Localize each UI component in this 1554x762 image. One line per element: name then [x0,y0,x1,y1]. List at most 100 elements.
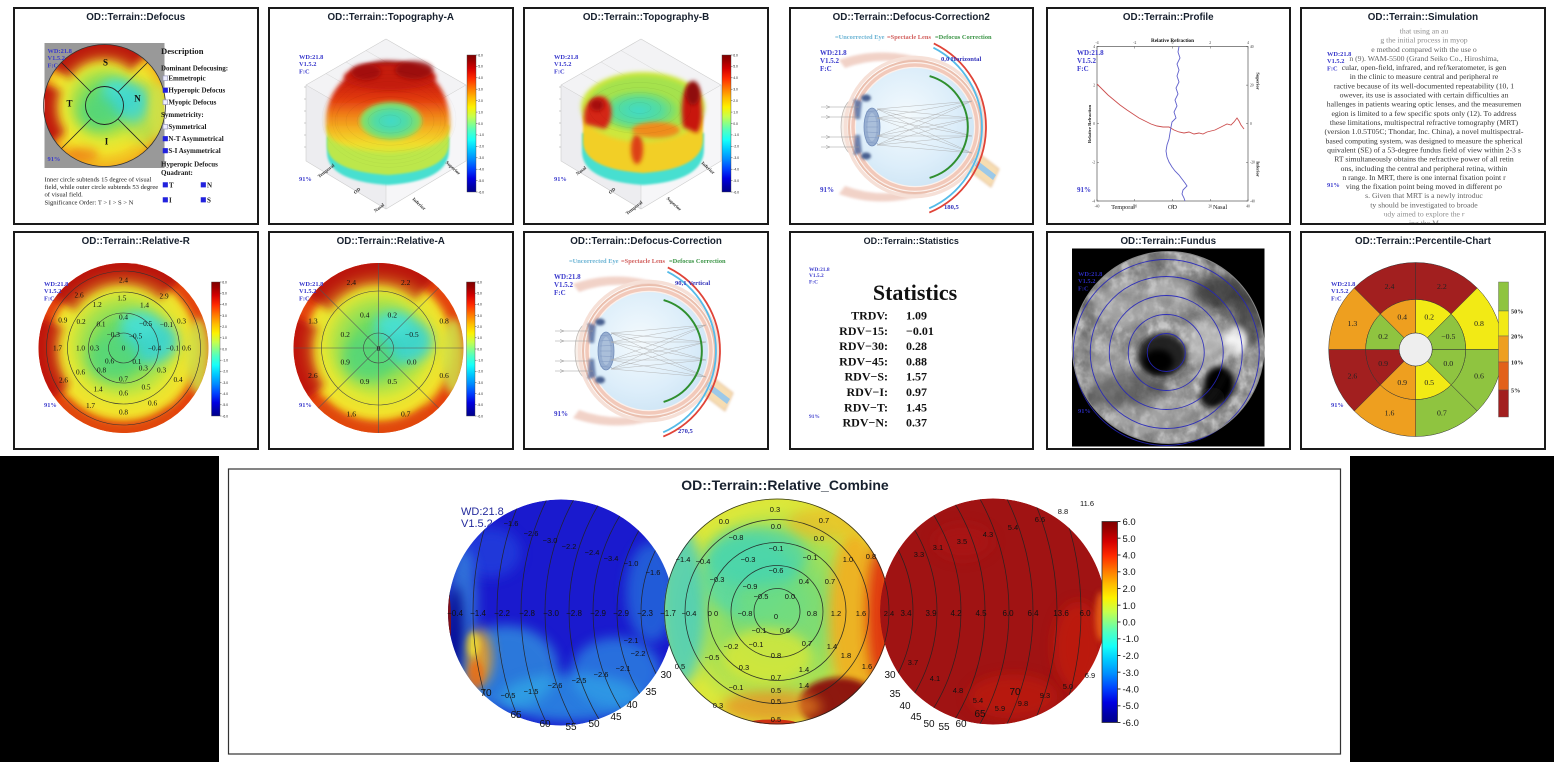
svg-text:quivalent (SE) of a 53-degree: quivalent (SE) of a 53-degree fundus fie… [1327,146,1521,155]
svg-text:Myopic Defocus: Myopic Defocus [168,99,216,107]
svg-text:0: 0 [377,344,381,353]
svg-text:−0.4: −0.4 [447,609,463,618]
svg-text:0,0 Horizontal: 0,0 Horizontal [941,56,981,63]
svg-text:10%: 10% [1511,359,1523,366]
svg-text:−3.4: −3.4 [604,554,619,563]
svg-text:4.8: 4.8 [953,686,963,695]
svg-text:6.0: 6.0 [733,53,738,57]
svg-text:−2.9: −2.9 [590,609,606,618]
svg-text:2.0: 2.0 [477,325,482,329]
svg-text:2.6: 2.6 [75,290,84,299]
svg-text:35: 35 [645,687,657,698]
svg-text:−0.8: −0.8 [738,609,753,618]
svg-text:1.57: 1.57 [906,369,927,383]
svg-text:0.6: 0.6 [76,367,85,376]
svg-text:−0.8: −0.8 [729,533,744,542]
svg-text:=Defocus Correction: =Defocus Correction [669,258,726,265]
svg-text:0.5: 0.5 [388,377,398,386]
svg-text:2.9: 2.9 [160,291,169,300]
svg-text:−2.1: −2.1 [616,664,631,673]
svg-text:5.4: 5.4 [973,696,983,705]
svg-text:3.0: 3.0 [477,313,482,317]
svg-text:6.0: 6.0 [478,53,483,57]
svg-text:0.97: 0.97 [906,385,927,399]
svg-text:OD: OD [609,187,618,196]
svg-text:1.3: 1.3 [1348,319,1358,328]
svg-text:−2.8: −2.8 [519,609,535,618]
svg-text:-6.0: -6.0 [222,414,228,418]
svg-text:0.0: 0.0 [814,534,824,543]
svg-text:3.0: 3.0 [1123,567,1136,578]
svg-text:0.7: 0.7 [825,577,835,586]
svg-text:0.0: 0.0 [222,347,227,351]
svg-text:0.3: 0.3 [157,365,166,374]
svg-text:1.0: 1.0 [477,336,482,340]
svg-text:I: I [169,197,172,205]
svg-text:Hyperopic Defocus: Hyperopic Defocus [161,161,218,169]
svg-text:6.0: 6.0 [1123,517,1136,528]
svg-text:45: 45 [610,712,622,723]
svg-text:−1.6: −1.6 [504,519,519,528]
svg-text:-2.0: -2.0 [477,369,483,373]
svg-text:these limitations, multispectr: these limitations, multispectral refract… [1330,118,1519,127]
svg-text:Superior: Superior [1255,72,1260,89]
svg-text:6.4: 6.4 [1027,609,1039,618]
svg-text:1.4: 1.4 [799,665,809,674]
svg-text:5.9: 5.9 [995,704,1005,713]
svg-text:0.0: 0.0 [785,592,795,601]
svg-text:ving the fixation point being: ving the fixation point being moved in d… [1346,182,1502,191]
svg-text:−2.8: −2.8 [566,609,582,618]
svg-text:-2: -2 [1092,161,1095,165]
svg-text:13.6: 13.6 [1053,609,1069,618]
svg-text:-2.0: -2.0 [478,145,484,149]
svg-text:F:C: F:C [48,62,59,69]
svg-text:6.0: 6.0 [222,280,227,284]
svg-text:−0.1: −0.1 [752,626,767,635]
svg-text:in the clinic to measure centr: in the clinic to measure central and per… [1350,72,1499,81]
svg-text:5.0: 5.0 [222,291,227,295]
svg-text:OD: OD [1168,204,1177,211]
svg-text:ractive because of its well-do: ractive because of its well-documented r… [1334,81,1514,90]
svg-text:-2: -2 [1133,41,1136,45]
svg-text:0.9: 0.9 [58,315,67,324]
svg-text:1.6: 1.6 [856,609,866,618]
svg-text:0.5: 0.5 [141,382,150,391]
svg-text:WD:21.8: WD:21.8 [554,54,578,61]
svg-text:-40: -40 [1250,199,1255,203]
svg-text:91%: 91% [1077,186,1091,194]
svg-text:−0.3: −0.3 [741,555,756,564]
svg-text:0.8: 0.8 [97,365,106,374]
svg-text:−0.5: −0.5 [754,592,769,601]
svg-text:owever, its use is associated: owever, its use is associated with certa… [1340,91,1509,100]
svg-text:35: 35 [889,689,901,700]
svg-text:1.0: 1.0 [76,343,85,352]
svg-text:−3.0: −3.0 [543,536,558,545]
svg-text:−2.9: −2.9 [613,609,629,618]
svg-text:Inferior: Inferior [411,197,427,212]
svg-text:6.0: 6.0 [477,280,482,284]
svg-text:40: 40 [1246,205,1250,209]
svg-text:−1.5: −1.5 [524,687,539,696]
svg-text:RT simultaneously obtains the: RT simultaneously obtains the refractive… [1334,155,1514,164]
svg-text:4.0: 4.0 [477,302,482,306]
svg-text:50: 50 [923,719,935,730]
svg-text:Description: Description [161,46,204,56]
svg-text:0: 0 [1171,41,1173,45]
svg-text:WD:21.8: WD:21.8 [1077,49,1104,57]
svg-text:0.9: 0.9 [360,377,370,386]
svg-text:V1.5.2: V1.5.2 [809,273,824,279]
svg-text:based computing system, was de: based computing system, was designed to … [1326,136,1523,145]
svg-text:WD:21.8: WD:21.8 [554,273,581,281]
svg-text:0.1: 0.1 [132,357,141,366]
svg-text:(version 1.0.5T05C; Thondar, I: (version 1.0.5T05C; Thondar, Inc. China)… [1325,127,1524,136]
svg-text:8.8: 8.8 [1058,507,1068,516]
svg-text:20%: 20% [1511,333,1523,340]
svg-text:0.0: 0.0 [733,122,738,126]
svg-text:−0.1: −0.1 [749,640,764,649]
svg-text:2.4: 2.4 [884,609,894,618]
svg-text:4.0: 4.0 [1123,550,1136,561]
svg-text:N: N [134,94,141,104]
svg-text:0: 0 [774,612,778,621]
svg-text:−2.6: −2.6 [594,670,609,679]
svg-text:V1.5.2: V1.5.2 [299,288,316,295]
